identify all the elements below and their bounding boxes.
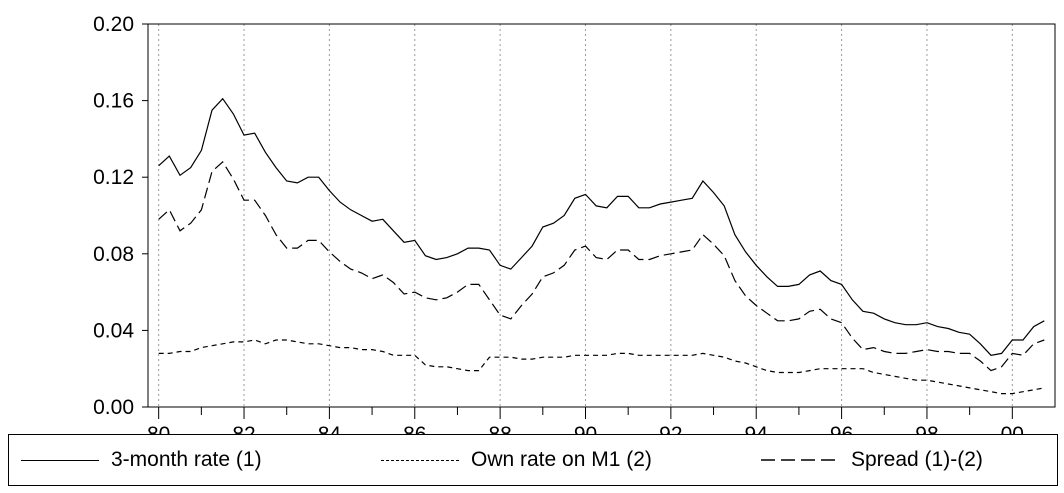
series-line-1 [158,97,1045,356]
x-tick-label: 90 [574,423,597,434]
legend-label-3-month-rate: 3-month rate (1) [111,448,262,471]
x-tick-label: 80 [147,423,170,434]
y-tick-label: 0.20 [93,13,134,36]
legend: 3-month rate (1) Own rate on M1 (2) Spre… [8,434,1058,486]
series-line-3 [158,160,1045,372]
legend-item-spread: Spread (1)-(2) [761,435,983,485]
legend-label-own-rate-m1: Own rate on M1 (2) [471,448,652,471]
y-tick-label: 0.04 [93,319,134,342]
line-chart: 0.00 0.04 0.08 0.12 0.16 0.20 80 82 84 86 88 90 92 94… [93,13,1056,434]
y-tick-label: 0.00 [93,396,134,419]
x-tick-label: 88 [488,423,511,434]
x-tick-label: 98 [915,423,938,434]
series-lines [158,97,1045,395]
grid-lines [158,24,1013,407]
legend-line-long-dash [761,459,839,461]
x-tick-label: 84 [318,423,342,434]
x-tick-label: 92 [659,423,682,434]
legend-item-3-month-rate: 3-month rate (1) [21,435,262,485]
legend-line-solid [21,459,99,461]
legend-label-spread: Spread (1)-(2) [851,448,983,471]
y-tick-label: 0.12 [93,166,134,189]
y-tick-label: 0.16 [93,90,134,113]
plot-frame [147,23,1056,408]
x-tick-label: 00 [1001,423,1024,434]
x-tick-label: 86 [403,423,426,434]
legend-line-short-dash [381,459,459,461]
series-line-2 [158,339,1045,395]
legend-item-own-rate-m1: Own rate on M1 (2) [381,435,652,485]
y-tick-label: 0.08 [93,243,134,266]
x-tick-label: 96 [830,423,853,434]
x-tick-label: 94 [745,423,769,434]
axes: 0.00 0.04 0.08 0.12 0.16 0.20 80 82 84 86 88 90 92 94… [93,13,1024,434]
x-tick-label: 82 [232,423,255,434]
